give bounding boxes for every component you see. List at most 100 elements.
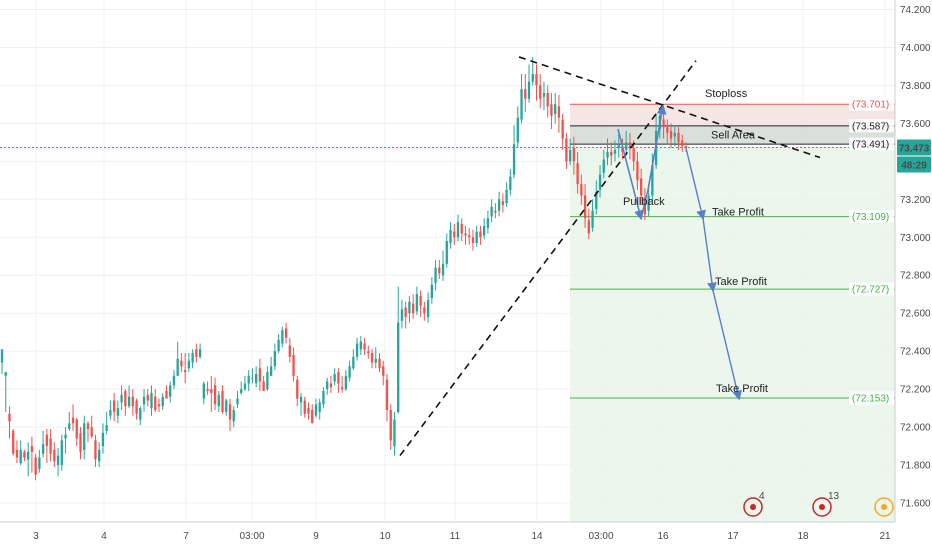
candle-body <box>441 263 445 276</box>
candle-body <box>382 366 385 376</box>
candle-body <box>509 176 512 190</box>
sell-area-zone <box>570 125 895 145</box>
candle-body <box>677 132 680 143</box>
target-arrow-1 <box>685 147 706 221</box>
time-tick-label: 21 <box>879 531 891 542</box>
candle-body <box>109 410 112 416</box>
candle-body <box>198 349 202 357</box>
candle-body <box>112 400 116 412</box>
candle-body <box>255 373 258 384</box>
time-tick-label: 17 <box>727 531 739 542</box>
candle-body <box>453 231 456 238</box>
candle-body <box>636 161 639 181</box>
candle-body <box>535 74 538 86</box>
take-profit-label-3: Take Profit <box>716 383 768 395</box>
candle-body <box>583 195 587 219</box>
candle-body <box>490 206 493 217</box>
candle-body <box>299 396 303 403</box>
candle-body <box>550 104 553 116</box>
price-axis[interactable]: 74.20074.00073.80073.60073.40073.20073.0… <box>894 0 932 550</box>
candle-body <box>340 387 344 390</box>
candle-body <box>12 430 15 454</box>
candle-body <box>139 408 142 420</box>
candle-body <box>124 391 127 407</box>
candle-body <box>19 449 22 464</box>
event-markers[interactable]: 4 13 <box>743 491 894 517</box>
candle-body <box>146 394 149 401</box>
candle-body <box>120 394 123 403</box>
level-label-bg <box>849 97 894 111</box>
candle-body <box>527 81 531 99</box>
candle-body <box>625 142 628 150</box>
candle-body <box>49 438 52 454</box>
candle-body <box>430 284 433 299</box>
candle-body <box>71 417 75 424</box>
candle-body <box>587 220 590 234</box>
candle-body <box>45 434 49 447</box>
candle-body <box>165 391 168 399</box>
candle-body <box>367 351 370 354</box>
candle-body <box>565 138 568 162</box>
time-tick-label: 3 <box>33 531 39 542</box>
candle-body <box>520 89 523 120</box>
target-arrow-2 <box>702 218 717 293</box>
candle-body <box>546 93 549 107</box>
candle-body <box>269 366 273 376</box>
candle-body <box>258 368 262 382</box>
current-price-value: 73.473 <box>899 143 930 154</box>
candle-body <box>684 146 688 149</box>
candle-body <box>34 457 37 475</box>
take-profit-label-1: Take Profit <box>712 207 764 219</box>
candle-body <box>449 229 452 243</box>
event-ring <box>743 497 763 517</box>
candle-body <box>613 149 617 154</box>
candle-body <box>554 104 557 114</box>
time-tick-label: 11 <box>450 531 461 542</box>
candle-body <box>94 440 97 460</box>
stoploss-zone <box>570 104 895 126</box>
event-dot <box>750 504 756 510</box>
candle-body <box>326 381 329 390</box>
time-tick-label: 4 <box>101 531 107 542</box>
level-lines <box>570 103 895 399</box>
candle-body <box>98 449 101 462</box>
level-label-bg <box>849 391 894 405</box>
candle-body <box>591 210 594 228</box>
candle-body <box>456 222 460 238</box>
candle-body <box>539 85 542 99</box>
candle-body <box>483 225 486 236</box>
candle-body <box>135 400 138 414</box>
candle-body <box>176 358 179 376</box>
price-tick-label: 73.000 <box>900 233 931 244</box>
price-tick-label: 71.600 <box>900 499 931 510</box>
candle-body <box>628 142 632 149</box>
take-profit-label-2: Take Profit <box>715 276 767 288</box>
candle-body <box>243 383 247 390</box>
candle-body <box>673 132 676 137</box>
candle-body <box>423 307 426 314</box>
candle-body <box>512 144 516 175</box>
candle-body <box>183 370 187 373</box>
candle-body <box>225 400 228 412</box>
take-profit-zone <box>570 146 895 522</box>
candle-body <box>471 237 475 243</box>
candle-body <box>4 372 7 376</box>
candle-body <box>202 383 205 399</box>
candle-body <box>355 343 359 357</box>
candle-body <box>303 400 306 414</box>
event-ring <box>812 497 832 517</box>
candle-body <box>524 89 527 99</box>
level-label-bg <box>849 137 894 151</box>
candle-body <box>329 383 333 388</box>
candle-body <box>30 446 34 452</box>
candle-body <box>68 423 71 429</box>
candle-body <box>161 396 164 407</box>
time-axis[interactable]: 3 4 7 03:00 9 10 11 14 03:00 16 17 18 21 <box>0 521 932 550</box>
candle-body <box>169 385 172 397</box>
candle-body <box>385 379 389 411</box>
price-tick-label: 73.600 <box>900 119 931 130</box>
candle-body <box>647 195 650 211</box>
candle-body <box>415 294 419 312</box>
candle-countdown-tag <box>897 156 931 173</box>
